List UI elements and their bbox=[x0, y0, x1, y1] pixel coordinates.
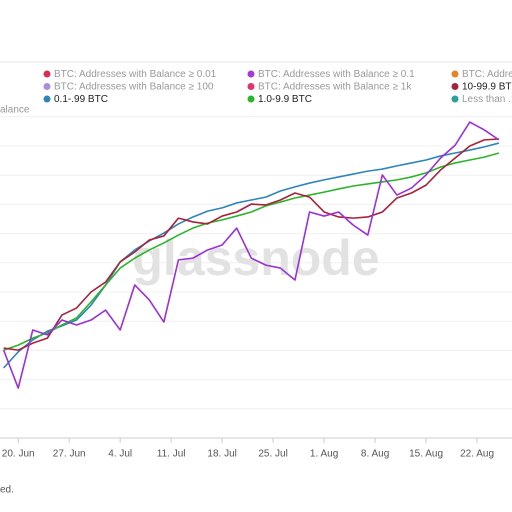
legend-marker bbox=[451, 70, 459, 78]
footnote: ed. bbox=[0, 485, 14, 496]
x-tick-label: 15. Aug bbox=[409, 449, 443, 460]
legend-marker bbox=[43, 95, 51, 103]
legend-label: Less than .1 bbox=[462, 94, 512, 105]
legend-label: BTC: Addresses with Balance ≥ 1k bbox=[258, 82, 412, 93]
legend-marker bbox=[451, 83, 459, 90]
series-line bbox=[3, 152, 500, 351]
legend-marker bbox=[247, 83, 255, 90]
legend-marker bbox=[247, 70, 255, 78]
legend-label: 1.0-9.9 BTC bbox=[258, 94, 312, 105]
x-tick-label: 18. Jul bbox=[207, 449, 236, 460]
x-tick-label: 11. Jul bbox=[157, 449, 186, 460]
x-tick-label: 4. Jul bbox=[108, 449, 132, 460]
x-tick-label: 20. Jun bbox=[2, 449, 35, 460]
legend-label: BTC: Addresses with Balance ≥ 100 bbox=[54, 82, 214, 93]
legend-label: BTC: Addresses with Balance ≥ 0.01 bbox=[54, 69, 217, 80]
legend-marker bbox=[451, 95, 459, 103]
x-tick-label: 27. Jun bbox=[53, 449, 86, 460]
legend-marker bbox=[247, 95, 255, 103]
y-axis-label: alance bbox=[0, 105, 30, 116]
legend-label: BTC: Addresses with Balance ≥ 0.1 bbox=[258, 69, 415, 80]
legend-marker bbox=[43, 83, 51, 90]
x-tick-label: 8. Aug bbox=[361, 449, 389, 460]
x-tick-label: 25. Jul bbox=[258, 449, 287, 460]
x-tick-label: 1. Aug bbox=[310, 449, 338, 460]
legend-label: 0.1-.99 BTC bbox=[54, 94, 108, 105]
x-tick-label: 22. Aug bbox=[460, 449, 494, 460]
series-line bbox=[3, 142, 500, 369]
legend-label: 10-99.9 BTC bbox=[462, 82, 512, 93]
series-line bbox=[3, 138, 499, 351]
legend-marker bbox=[43, 70, 51, 78]
legend-label: BTC: Addres bbox=[462, 69, 512, 80]
series-line bbox=[2, 121, 500, 389]
watermark: glassnode bbox=[132, 230, 379, 286]
